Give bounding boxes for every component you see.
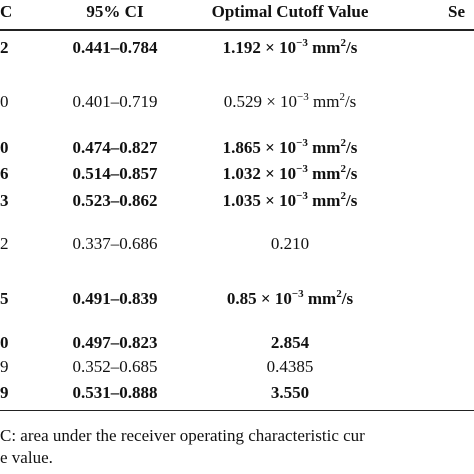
auc-cell: 9 — [0, 383, 9, 402]
header-cell: C — [0, 2, 13, 21]
header-rule — [0, 29, 474, 31]
cutoff-part: 0.210 — [270, 234, 310, 253]
ci-cell: 0.497–0.823 — [72, 333, 158, 352]
cutoff-part: 1.865 × 10 — [222, 138, 297, 157]
ci-cell: 0.523–0.862 — [72, 191, 158, 210]
header-cell: Se — [448, 2, 465, 21]
cutoff-part: mm — [307, 38, 341, 57]
auc-cell: 2 — [0, 234, 9, 253]
cutoff-cell: 0.529 × 10−3 mm2/s — [224, 92, 357, 112]
cutoff-part: −3 — [296, 190, 308, 202]
cutoff-part: −3 — [291, 288, 304, 300]
cutoff-part: 1.032 × 10 — [222, 164, 297, 183]
cutoff-part: mm — [307, 191, 341, 210]
cutoff-part: 2 — [340, 37, 346, 49]
auc-cell: 2 — [0, 38, 9, 57]
cutoff-part: −3 — [296, 163, 308, 175]
cutoff-part: mm — [308, 92, 340, 111]
ci-cell: 0.474–0.827 — [72, 138, 158, 157]
auc-cell: 3 — [0, 191, 9, 210]
cutoff-part: mm — [307, 138, 341, 157]
cutoff-cell: 1.192 × 10−3 mm2/s — [223, 38, 358, 58]
ci-cell: 0.531–0.888 — [72, 383, 158, 402]
cutoff-part: −3 — [296, 37, 308, 49]
cutoff-part: 1.192 × 10 — [222, 38, 297, 57]
footnote: e value. — [0, 448, 53, 467]
cutoff-part: mm — [307, 164, 341, 183]
ci-cell: 0.514–0.857 — [72, 164, 158, 183]
cutoff-cell: 3.550 — [271, 383, 309, 403]
auc-cell: 9 — [0, 357, 9, 376]
cutoff-part: /s — [345, 164, 358, 183]
cutoff-part: 2.854 — [270, 333, 310, 352]
ci-cell: 0.441–0.784 — [72, 38, 158, 57]
cutoff-cell: 2.854 — [271, 333, 309, 353]
cutoff-part: 3.550 — [270, 383, 310, 402]
cutoff-part: /s — [345, 191, 358, 210]
auc-cell: 0 — [0, 92, 9, 111]
cutoff-part: 2 — [340, 137, 346, 149]
ci-cell: 0.401–0.719 — [72, 92, 158, 111]
bottom-rule — [0, 410, 474, 411]
cutoff-cell: 0.85 × 10−3 mm2/s — [227, 289, 353, 309]
cutoff-part: 1.035 × 10 — [222, 191, 297, 210]
cutoff-part: /s — [345, 138, 358, 157]
cutoff-part: 2 — [339, 91, 345, 103]
ci-cell: 0.337–0.686 — [72, 234, 158, 253]
header-cell: 95% CI — [86, 2, 144, 21]
cutoff-part: /s — [344, 92, 357, 111]
cutoff-cell: 1.032 × 10−3 mm2/s — [223, 164, 358, 184]
cutoff-part: 2 — [340, 190, 346, 202]
ci-cell: 0.352–0.685 — [72, 357, 158, 376]
cutoff-cell: 1.865 × 10−3 mm2/s — [223, 138, 358, 158]
cutoff-part: 0.4385 — [266, 357, 314, 376]
auc-cell: 0 — [0, 333, 9, 352]
cutoff-part: 0.85 × 10 — [226, 289, 292, 308]
cutoff-cell: 0.4385 — [267, 357, 314, 377]
cutoff-part: 2 — [336, 288, 342, 300]
cutoff-part: mm — [303, 289, 337, 308]
cutoff-part: 0.529 × 10 — [223, 92, 298, 111]
footnote: C: area under the receiver operating cha… — [0, 426, 365, 445]
header-cell: Optimal Cutoff Value — [211, 2, 369, 21]
ci-cell: 0.491–0.839 — [72, 289, 158, 308]
cutoff-part: /s — [345, 38, 358, 57]
cutoff-cell: 1.035 × 10−3 mm2/s — [223, 191, 358, 211]
auc-cell: 6 — [0, 164, 9, 183]
cutoff-part: /s — [341, 289, 354, 308]
auc-cell: 5 — [0, 289, 9, 308]
cutoff-cell: 0.210 — [271, 234, 309, 254]
auc-cell: 0 — [0, 138, 9, 157]
cutoff-part: −3 — [296, 137, 308, 149]
cutoff-part: 2 — [340, 163, 346, 175]
cutoff-part: −3 — [297, 91, 309, 103]
